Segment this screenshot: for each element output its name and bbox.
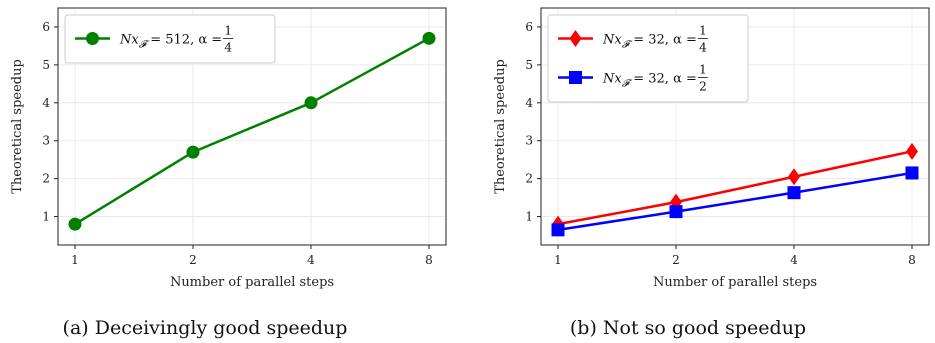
- chart-panel-b: 1 2 3 4 5 6 1 2 4 8 Number of parallel steps Theore…: [493, 7, 930, 339]
- y-axis-label: Theoretical speedup: [493, 59, 508, 194]
- x-tick-label: 2: [672, 253, 680, 267]
- chart-panel-a: 1 2 3 4 5 6 1 2 4 8 Number of parallel steps Theore…: [10, 7, 447, 339]
- legend-frac-num: 1: [224, 24, 232, 38]
- legend-label: Nx𝓕 = 512, α =: [119, 33, 222, 51]
- legend-frac-den: 2: [699, 80, 707, 94]
- series-line-0: [557, 150, 913, 226]
- legend-frac-den: 4: [699, 41, 707, 55]
- axes-frame: [57, 7, 447, 246]
- legend-label: Nx𝓕 = 32, α =: [602, 72, 697, 90]
- y-tick-label: 4: [42, 96, 50, 110]
- x-axis-label: Number of parallel steps: [653, 275, 817, 290]
- y-tick-label: 2: [525, 172, 533, 186]
- y-tick-label: 1: [42, 210, 50, 224]
- legend-swatch-marker: [569, 30, 582, 47]
- x-tick-label: 4: [307, 253, 315, 267]
- x-tick-label: 4: [790, 253, 798, 267]
- x-axis-label: Number of parallel steps: [170, 275, 334, 290]
- data-point: [551, 223, 565, 237]
- data-point: [669, 205, 683, 219]
- data-point: [304, 96, 318, 110]
- legend-swatch-marker: [86, 32, 99, 45]
- axes-frame: [540, 7, 930, 246]
- legend-label: Nx𝓕 = 32, α =: [602, 33, 697, 51]
- legend-box: [547, 14, 749, 103]
- y-tick-label: 5: [42, 58, 50, 72]
- x-tick-label: 2: [189, 253, 197, 267]
- data-point: [422, 31, 436, 45]
- y-tick-label: 5: [525, 58, 533, 72]
- y-tick-label: 4: [525, 96, 533, 110]
- y-tick-label: 1: [525, 210, 533, 224]
- data-point: [68, 217, 82, 231]
- y-tick-label: 6: [42, 20, 50, 34]
- legend-frac-num: 1: [699, 24, 707, 38]
- legend-frac-den: 4: [224, 41, 232, 55]
- x-tick-label: 8: [425, 253, 433, 267]
- panel-caption: (b) Not so good speedup: [570, 317, 806, 339]
- x-tick-label: 1: [71, 253, 79, 267]
- y-tick-label: 6: [525, 20, 533, 34]
- y-tick-label: 3: [42, 134, 50, 148]
- series-line-1: [557, 171, 913, 232]
- data-point: [787, 186, 801, 200]
- y-tick-label: 2: [42, 172, 50, 186]
- data-point: [905, 166, 919, 180]
- panel-caption: (a) Deceivingly good speedup: [63, 317, 348, 339]
- data-point: [186, 145, 200, 159]
- x-tick-label: 8: [908, 253, 916, 267]
- legend-swatch-marker: [569, 71, 582, 84]
- y-axis-label: Theoretical speedup: [10, 59, 25, 194]
- x-tick-label: 1: [554, 253, 562, 267]
- data-point: [906, 142, 918, 160]
- series-line-0: [74, 37, 430, 226]
- legend-box: [64, 14, 276, 64]
- legend-frac-num: 1: [699, 63, 707, 77]
- y-tick-label: 3: [525, 134, 533, 148]
- legend: Nx𝓕 = 512, α = 1 4: [64, 14, 276, 64]
- data-point: [788, 168, 800, 186]
